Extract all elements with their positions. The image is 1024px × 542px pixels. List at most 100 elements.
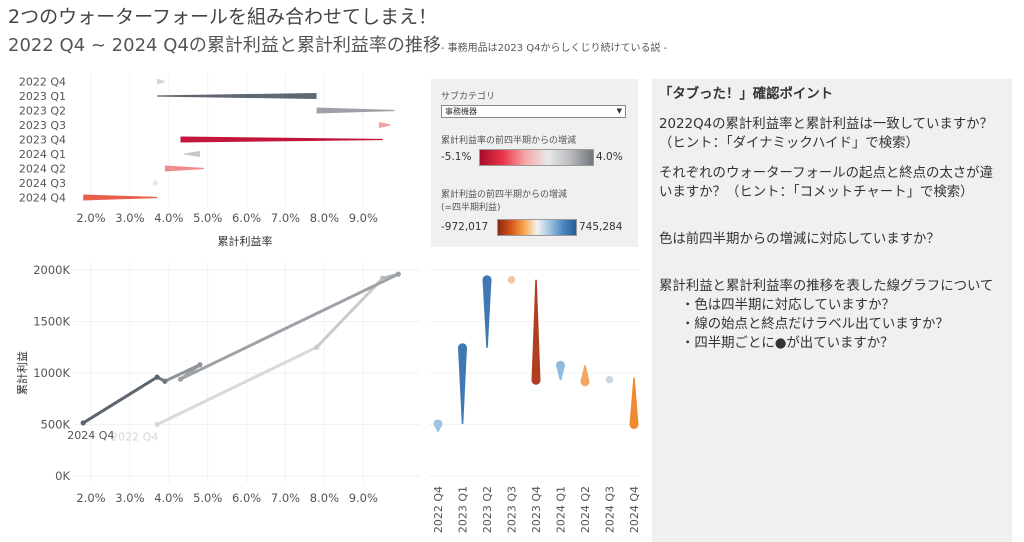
y-tick-label: 2023 Q2: [19, 105, 66, 118]
subcategory-filter-label: サブカテゴリ: [441, 92, 496, 102]
waterfall-bar: [83, 194, 158, 201]
data-point: [80, 420, 86, 426]
x-tick-label: 8.0%: [310, 491, 339, 505]
y-tick-label: 2024 Q3: [19, 177, 66, 190]
waterfall-bar-end: [482, 275, 492, 285]
x-tick-label: 3.0%: [115, 491, 144, 505]
checkpoint-q1: 2022Q4の累計利益率と累計利益は一致していますか？ （ヒント：「ダイナミックハ…: [659, 115, 1004, 153]
x-tick-label: 2022 Q4: [432, 486, 445, 533]
checkpoint-q4-item: ・線の始点と終点だけラベル出ていますか？: [681, 317, 949, 332]
subcategory-selected-value: 事務機器: [445, 107, 477, 116]
x-tick-label: 2024 Q1: [555, 486, 568, 533]
x-tick-label: 4.0%: [154, 491, 183, 505]
series-line-segment: [315, 276, 385, 349]
series-line-segment: [163, 363, 202, 383]
waterfall-bar: [458, 347, 467, 424]
series-line-segment: [155, 345, 319, 426]
subtitle-note: - 事務用品は2023 Q4からしくじり続けている説 -: [440, 43, 668, 54]
profit-color-legend: [497, 219, 577, 236]
y-tick-label: 500K: [41, 418, 71, 432]
x-tick-label: 2.0%: [76, 211, 105, 225]
data-point: [154, 374, 160, 380]
data-point: [395, 271, 401, 277]
data-point: [197, 362, 203, 368]
y-tick-label: 2023 Q1: [19, 90, 66, 103]
checkpoint-q3: 色は前四半期からの増減に対応していますか？: [659, 232, 940, 247]
data-point: [162, 378, 168, 384]
subtitle-main: 2022 Q4 ~ 2024 Q4の累計利益と累計利益率の推移: [8, 35, 441, 56]
y-tick-label: 2022 Q4: [19, 76, 66, 89]
data-point: [154, 421, 160, 428]
page-title: 2つのウォーターフォールを組み合わせてしまえ！: [8, 6, 437, 28]
x-tick-label: 5.0%: [193, 211, 222, 225]
ratio-color-legend: [479, 149, 594, 166]
ratio-legend-max: 4.0%: [596, 151, 623, 163]
waterfall-bar: [157, 78, 165, 85]
x-tick-label: 3.0%: [115, 211, 144, 225]
waterfall-bar-end: [531, 375, 541, 385]
profit-ratio-line-chart: 0K 500K 1000K 1500K 2000K 2.0% 3.0% 4.0% 5.0% 6.0…: [15, 262, 420, 505]
ratio-legend-min: -5.1%: [441, 151, 472, 163]
x-tick-label: 6.0%: [232, 491, 261, 505]
checkpoint-q4-item: ・色は四半期に対応していますか？: [681, 298, 895, 313]
waterfall-bar-end: [580, 377, 590, 387]
end-point-label: 2024 Q4: [67, 429, 114, 442]
profit-legend-label: 累計利益の前四半期からの増減: [441, 190, 568, 200]
waterfall-bar: [316, 107, 395, 114]
waterfall-bar-end: [433, 419, 443, 429]
checkpoint-q1-hint: （ヒント：「ダイナミックハイド」で検索）: [659, 136, 919, 151]
waterfall-bar: [482, 279, 492, 348]
checkpoint-q2: それぞれのウォーターフォールの起点と終点の太さが違いますか？（ヒント：「コメット…: [659, 166, 993, 200]
x-tick-label: 9.0%: [349, 211, 378, 225]
x-tick-label: 7.0%: [271, 491, 300, 505]
x-tick-label: 2023 Q2: [481, 486, 494, 533]
x-tick-label: 2024 Q2: [579, 486, 592, 533]
waterfall-bar-end: [458, 343, 467, 353]
waterfall-bar: [164, 165, 204, 172]
x-tick-label: 2023 Q4: [530, 486, 543, 533]
x-tick-label: 6.0%: [232, 211, 261, 225]
x-tick-label: 5.0%: [193, 491, 222, 505]
x-tick-label: 8.0%: [310, 211, 339, 225]
y-tick-label: 2024 Q4: [19, 192, 66, 205]
checkpoint-q4: 累計利益と累計利益率の推移を表した線グラフについて: [659, 279, 994, 294]
ratio-legend-label: 累計利益率の前四半期からの増減: [441, 136, 577, 146]
y-tick-label: 2023 Q3: [19, 119, 66, 132]
x-tick-label: 7.0%: [271, 211, 300, 225]
x-tick-label: 2024 Q4: [628, 486, 641, 533]
x-axis-label: 累計利益率: [218, 234, 273, 248]
x-tick-label: 2024 Q3: [604, 486, 617, 533]
waterfall-bar: [531, 279, 541, 381]
waterfall-bar-end: [556, 360, 565, 370]
waterfall-bar: [580, 365, 590, 382]
series-line-segment: [81, 375, 159, 425]
checkpoint-q4-list: ・色は四半期に対応していますか？ ・線の始点と終点だけラベル出ていますか？ ・四…: [659, 296, 1004, 353]
waterfall-bar: [629, 377, 639, 425]
profit-legend-min: -972,017: [441, 221, 489, 233]
x-tick-label: 2023 Q3: [506, 486, 519, 533]
start-point-label: 2022 Q4: [111, 431, 158, 444]
checkpoint-q4-item: ・四半期ごとに●が出ていますか？: [681, 336, 894, 351]
y-tick-label: 2023 Q4: [19, 134, 66, 147]
checkpoint-q1-text: 2022Q4の累計利益率と累計利益は一致していますか？: [659, 117, 993, 132]
profit-waterfall-chart: 2022 Q4 2023 Q1 2023 Q2 2023 Q3 2023 Q4 2024 …: [429, 269, 641, 533]
x-tick-label: 4.0%: [154, 211, 183, 225]
data-point: [380, 275, 386, 281]
x-tick-label: 2.0%: [76, 491, 105, 505]
data-point: [177, 376, 184, 382]
profit-legend-max: 745,284: [579, 221, 623, 233]
waterfall-bar: [184, 151, 200, 157]
y-tick-label: 1500K: [33, 315, 70, 329]
checkpoint-panel: 「タブった！」確認ポイント 2022Q4の累計利益率と累計利益は一致していますか…: [652, 79, 1012, 542]
x-tick-label: 9.0%: [349, 491, 378, 505]
chevron-down-icon: ▼: [616, 107, 622, 115]
y-tick-label: 0K: [55, 469, 70, 483]
y-axis-label: 累計利益: [15, 351, 29, 395]
data-point: [314, 344, 320, 350]
subcategory-dropdown[interactable]: 事務機器 ▼: [441, 105, 626, 118]
page-subtitle: 2022 Q4 ~ 2024 Q4の累計利益と累計利益率の推移- 事務用品は20…: [8, 31, 667, 57]
waterfall-bar: [605, 375, 614, 384]
waterfall-bar: [378, 122, 391, 128]
ratio-waterfall-chart: 2.0% 3.0% 4.0% 5.0% 6.0% 7.0% 8.0% 9.0% 累計利益率 202…: [19, 74, 395, 248]
checkpoint-heading: 「タブった！」確認ポイント: [659, 87, 834, 102]
